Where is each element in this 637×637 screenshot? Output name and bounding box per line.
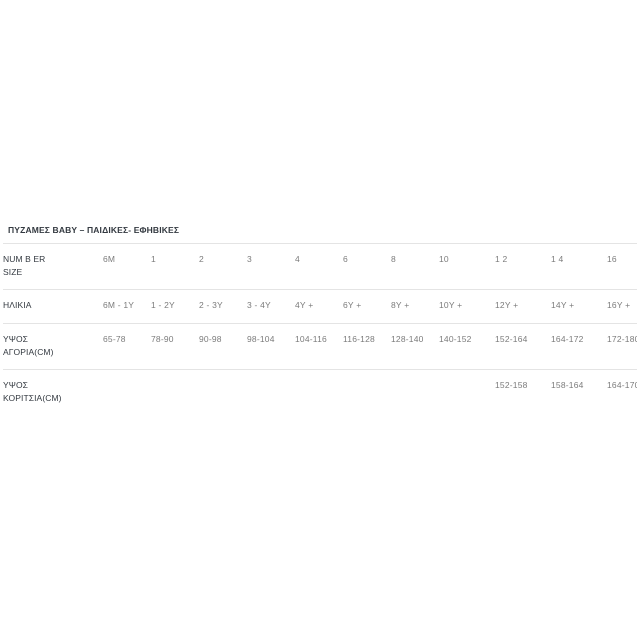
table-cell: 4 [295,254,300,264]
table-row: ΥΨΟΣ ΑΓΟΡΙΑ(CM) 65-78 78-90 90-98 98-104… [3,323,637,369]
table-cell [199,369,247,415]
table-cell [103,369,151,415]
table-cell: 164-170 [607,379,637,390]
table-cell: 2 - 3Y [199,300,223,311]
size-chart-title: ΠΥΖΑΜΕΣ BABY – ΠΑΙΔΙΚΕΣ- ΕΦΗΒΙΚΕΣ [8,225,180,235]
table-cell: 98-104 [247,333,275,344]
size-chart-panel: ΠΥΖΑΜΕΣ BABY – ΠΑΙΔΙΚΕΣ- ΕΦΗΒΙΚΕΣ NUM B … [3,225,637,415]
table-cell: 6Y + [343,300,362,311]
table-row: ΗΛΙΚΙΑ 6M - 1Y 1 - 2Y 2 - 3Y 3 - 4Y 4Y +… [3,289,637,323]
table-cell: 65-78 [103,333,126,344]
table-cell: 104-116 [295,333,327,344]
table-cell: 158-164 [551,379,584,390]
row-label-line2: ΚΟΡΙΤΣΙΑ(CM) [3,393,62,404]
table-cell: 172-180 [607,333,637,344]
size-chart-table-body: NUM B ER SIZE 6M 1 2 3 4 6 8 10 1 2 1 4 … [3,243,637,416]
table-cell [295,369,343,415]
table-cell: 10 [439,254,449,264]
table-row: NUM B ER SIZE 6M 1 2 3 4 6 8 10 1 2 1 4 … [3,243,637,290]
table-cell: 1 2 [495,254,508,264]
table-cell: 6M - 1Y [103,300,135,311]
table-cell: 12Y + [495,300,519,311]
table-cell: 140-152 [439,333,472,344]
table-cell: 164-172 [551,333,584,344]
table-cell: 6 [343,254,348,264]
table-cell: 16Y + [607,300,631,311]
table-cell: 14Y + [551,300,575,311]
table-cell [391,369,439,415]
row-label-line2: SIZE [3,267,23,278]
row-label-ilikia: ΗΛΙΚΙΑ [3,290,103,323]
row-label-line1: ΗΛΙΚΙΑ [3,300,32,311]
table-cell: 4Y + [295,300,314,311]
table-cell [343,369,391,415]
table-cell: 16 [607,254,617,264]
table-cell: 152-158 [495,379,528,390]
table-cell [247,369,295,415]
table-row: ΥΨΟΣ ΚΟΡΙΤΣΙΑ(CM) 152-158 158-164 164-17… [3,369,637,415]
row-label-line1: ΥΨΟΣ [3,379,29,390]
table-cell: 2 [199,254,204,264]
row-label-line2: ΑΓΟΡΙΑ(CM) [3,346,54,357]
row-label-ypsos-koritsia: ΥΨΟΣ ΚΟΡΙΤΣΙΑ(CM) [3,369,103,415]
table-cell [151,369,199,415]
row-label-line1: ΥΨΟΣ [3,333,29,344]
row-label-number-size: NUM B ER SIZE [3,244,103,290]
table-cell: 8 [391,254,396,264]
table-cell: 6M [103,254,116,264]
row-label-line1: NUM B ER [3,254,46,264]
table-cell: 3 - 4Y [247,300,271,311]
table-cell: 78-90 [151,333,174,344]
table-cell: 116-128 [343,333,375,344]
table-cell: 1 [151,254,156,264]
table-cell [439,369,495,415]
size-chart-table: NUM B ER SIZE 6M 1 2 3 4 6 8 10 1 2 1 4 … [3,243,637,415]
row-label-ypsos-agoria: ΥΨΟΣ ΑΓΟΡΙΑ(CM) [3,323,103,369]
table-cell: 1 4 [551,254,564,264]
table-cell: 8Y + [391,300,410,311]
table-cell: 90-98 [199,333,222,344]
table-cell: 128-140 [391,333,424,344]
table-cell: 10Y + [439,300,463,311]
table-cell: 152-164 [495,333,528,344]
table-cell: 1 - 2Y [151,300,175,311]
table-cell: 3 [247,254,252,264]
